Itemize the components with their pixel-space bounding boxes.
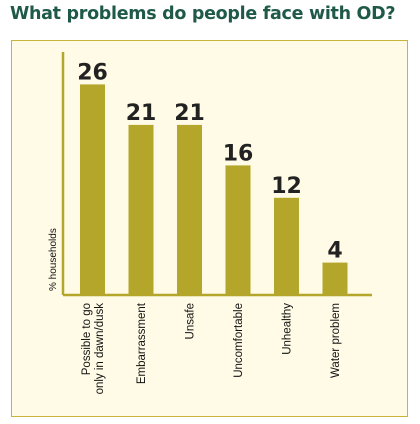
bar-value-label-4: 12 (271, 174, 302, 199)
category-label-1: Embarrassment (136, 302, 148, 384)
category-label-0-line-1: only in dawn/dusk (94, 303, 106, 395)
chart-title: What problems do people face with OD? (10, 4, 396, 24)
bar-value-label-3: 16 (223, 141, 254, 166)
category-label-2: Unsafe (185, 303, 197, 339)
category-label-1-line-0: Embarrassment (136, 302, 148, 384)
chart-frame (11, 40, 408, 417)
bar-value-label-0: 26 (77, 60, 108, 85)
bar-4 (274, 197, 299, 295)
category-label-3: Uncomfortable (233, 303, 245, 378)
bar-3 (225, 165, 251, 295)
bar-value-label-2: 21 (174, 101, 205, 126)
bar-2 (177, 124, 202, 296)
category-label-4-line-0: Unhealthy (282, 303, 294, 355)
bar-value-label-1: 21 (126, 101, 157, 126)
category-label-4: Unhealthy (282, 303, 294, 355)
bar-1 (128, 124, 154, 296)
category-label-0-line-0: Possible to go (81, 303, 93, 375)
category-label-0: Possible to go only in dawn/dusk (81, 303, 106, 395)
category-label-3-line-0: Uncomfortable (233, 303, 245, 378)
bar-0 (80, 84, 105, 296)
category-label-5-line-0: Water problem (330, 303, 342, 378)
bar-5 (322, 262, 348, 295)
category-label-5: Water problem (330, 303, 342, 378)
category-label-2-line-0: Unsafe (185, 303, 197, 339)
bar-value-label-5: 4 (327, 239, 342, 264)
y-axis-label: % households (48, 228, 59, 291)
